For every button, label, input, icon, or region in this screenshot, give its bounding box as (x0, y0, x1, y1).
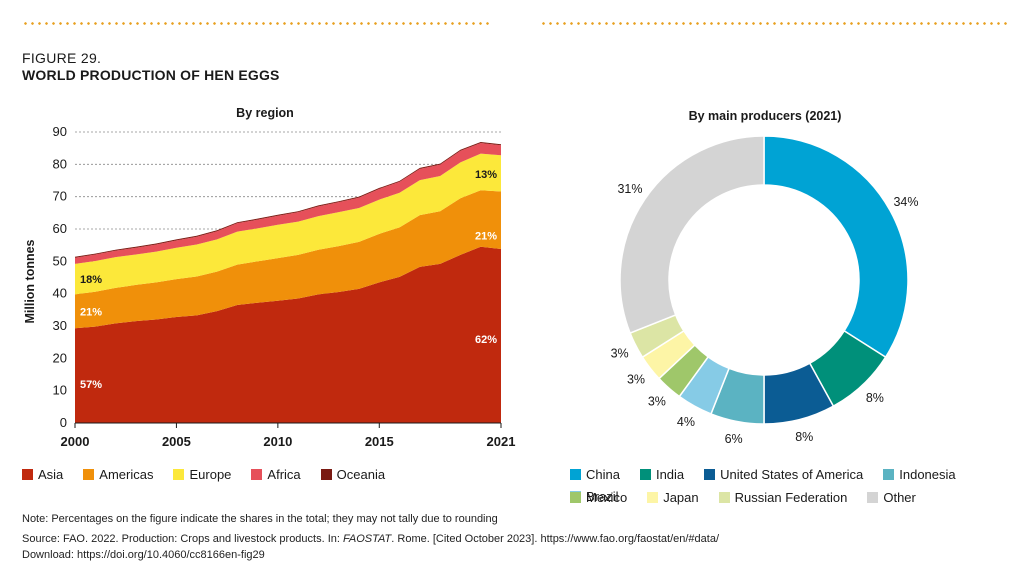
area-legend-item-americas: Americas (83, 463, 153, 485)
source-text-1: Source: FAO. 2022. Production: Crops and… (22, 533, 343, 545)
donut-legend-item-china: China (570, 463, 620, 485)
share-label-0: 57% (80, 379, 102, 391)
donut-label-japan: 3% (627, 372, 645, 386)
area-legend-label-africa: Africa (267, 466, 301, 482)
area-series-americas (75, 190, 501, 329)
y-tick-label-90: 90 (53, 124, 67, 139)
donut-label-indonesia: 6% (725, 432, 743, 446)
donut-legend-label-indonesia: Indonesia (899, 466, 956, 482)
share-label-2: 18% (80, 274, 102, 286)
donut-legend-item-russian-federation: Russian Federation (718, 486, 848, 508)
donut-chart: 34%8%8%6%4%3%3%3%31% (611, 135, 918, 446)
source-text-italic: FAOSTAT (343, 533, 392, 545)
area-legend-swatch-europe (173, 468, 185, 480)
top-dotted-rule-right (540, 22, 1008, 25)
share-label-3: 62% (475, 334, 497, 346)
donut-legend-label-india: India (655, 466, 685, 482)
area-series-africa (75, 142, 501, 264)
area-legend-swatch-oceania (320, 468, 332, 480)
donut-label-china: 34% (893, 195, 918, 209)
x-tick-label-2010: 2010 (263, 434, 292, 449)
y-tick-label-0: 0 (60, 415, 67, 430)
source-text-2: . Rome. [Cited October 2023]. https://ww… (391, 533, 720, 545)
donut-legend-item-mexico: Mexico (570, 486, 627, 508)
donut-legend-label-china: China (586, 466, 620, 482)
donut-legend-swatch-other (867, 491, 879, 503)
donut-label-other: 31% (617, 182, 642, 196)
y-tick-label-10: 10 (53, 383, 67, 398)
area-chart: 0 10 20 30 40 50 60 70 80 90 2000 2005 2010 2015 2021 M… (23, 124, 515, 449)
donut-legend-swatch-mexico (570, 491, 581, 503)
area-legend-swatch-africa (251, 468, 263, 480)
area-chart-title: By region (236, 106, 294, 120)
top-dotted-rule-left (22, 22, 492, 25)
donut-legend-swatch-china (570, 468, 581, 480)
y-tick-label-40: 40 (53, 286, 67, 301)
area-legend-swatch-americas (83, 468, 95, 480)
donut-legend-swatch-japan (647, 491, 659, 503)
share-label-4: 21% (475, 230, 497, 242)
x-tick-label-2000: 2000 (61, 434, 90, 449)
area-legend-label-europe: Europe (189, 466, 232, 482)
y-tick-label-70: 70 (53, 189, 67, 204)
donut-chart-title: By main producers (2021) (688, 109, 842, 123)
y-tick-label-80: 80 (53, 156, 67, 171)
y-tick-label-60: 60 (53, 221, 67, 236)
area-legend-swatch-asia (22, 468, 33, 480)
y-axis-label: Million tonnes (23, 239, 37, 323)
donut-legend-swatch-india (639, 468, 651, 480)
donut-legend-item-indonesia: Indonesia (883, 463, 956, 485)
area-legend-label-americas: Americas (99, 466, 154, 482)
donut-legend-label-other: Other (883, 489, 916, 505)
x-tick-label-2015: 2015 (365, 434, 394, 449)
donut-label-mexico: 3% (648, 395, 666, 409)
donut-legend-label-mexico: Mexico (586, 489, 628, 505)
y-tick-label-30: 30 (53, 318, 67, 333)
note-text: Note: Percentages on the figure indicate… (22, 513, 498, 525)
donut-legend-label-united-states-of-america: United States of America (720, 466, 864, 482)
donut-legend-item-united-states-of-america: United States of America (704, 463, 863, 485)
donut-label-united-states-of-america: 8% (795, 430, 813, 444)
donut-legend-label-brazil: Brazil (586, 488, 619, 504)
area-legend-item-europe: Europe (173, 463, 231, 485)
donut-legend-swatch-russian-federation (718, 491, 730, 503)
x-tick-label-2021: 2021 (487, 434, 516, 449)
source-text: Source: FAO. 2022. Production: Crops and… (22, 533, 719, 545)
donut-legend-label-japan: Japan (663, 489, 699, 505)
donut-legend-row-2: Mexico Japan Russian Federation Other (570, 486, 1020, 508)
figure-label: FIGURE 29. (22, 50, 102, 66)
area-series-europe (75, 153, 501, 295)
area-legend-item-africa: Africa (251, 463, 301, 485)
area-legend-item-asia: Asia (22, 463, 63, 485)
donut-label-russian-federation: 3% (611, 347, 629, 361)
y-tick-label-20: 20 (53, 350, 67, 365)
donut-legend-label-russian-federation: Russian Federation (734, 489, 848, 505)
share-label-5: 13% (475, 169, 497, 181)
donut-slice-other (619, 135, 765, 334)
donut-legend-item-india: India (639, 463, 685, 485)
area-series-asia (75, 246, 501, 423)
donut-legend-item-other: Other (867, 486, 916, 508)
donut-label-india: 8% (866, 391, 884, 405)
share-label-1: 21% (80, 306, 102, 318)
donut-legend-swatch-indonesia (883, 468, 895, 480)
donut-slice-china (763, 135, 909, 359)
area-legend: Asia Americas Europe Africa Oceania (22, 463, 502, 485)
donut-label-brazil: 4% (677, 415, 695, 429)
area-legend-label-oceania: Oceania (336, 466, 386, 482)
download-text: Download: https://doi.org/10.4060/cc8166… (22, 549, 265, 561)
area-legend-item-oceania: Oceania (320, 463, 386, 485)
donut-legend-item-japan: Japan (647, 486, 699, 508)
y-tick-label-50: 50 (53, 253, 67, 268)
figure-title: WORLD PRODUCTION OF HEN EGGS (22, 67, 280, 83)
donut-legend-swatch-united-states-of-america (704, 468, 716, 480)
x-tick-label-2005: 2005 (162, 434, 191, 449)
area-legend-label-asia: Asia (38, 466, 64, 482)
